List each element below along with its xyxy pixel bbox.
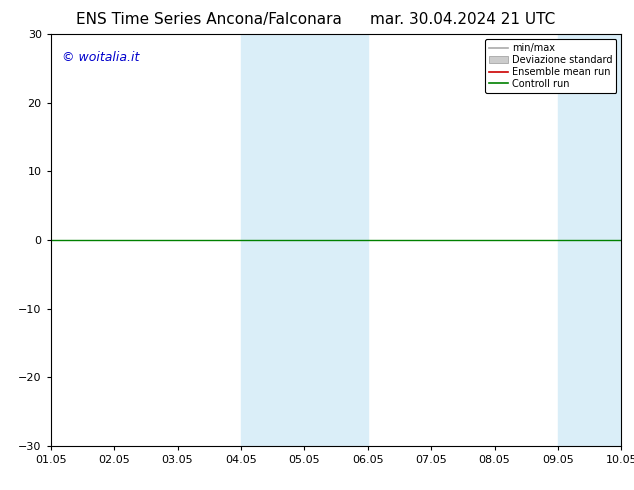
Bar xyxy=(241,34,304,446)
Text: © woitalia.it: © woitalia.it xyxy=(62,51,139,64)
Text: mar. 30.04.2024 21 UTC: mar. 30.04.2024 21 UTC xyxy=(370,12,555,27)
Bar xyxy=(558,34,621,446)
Legend: min/max, Deviazione standard, Ensemble mean run, Controll run: min/max, Deviazione standard, Ensemble m… xyxy=(485,39,616,93)
Text: ENS Time Series Ancona/Falconara: ENS Time Series Ancona/Falconara xyxy=(76,12,342,27)
Bar xyxy=(304,34,368,446)
